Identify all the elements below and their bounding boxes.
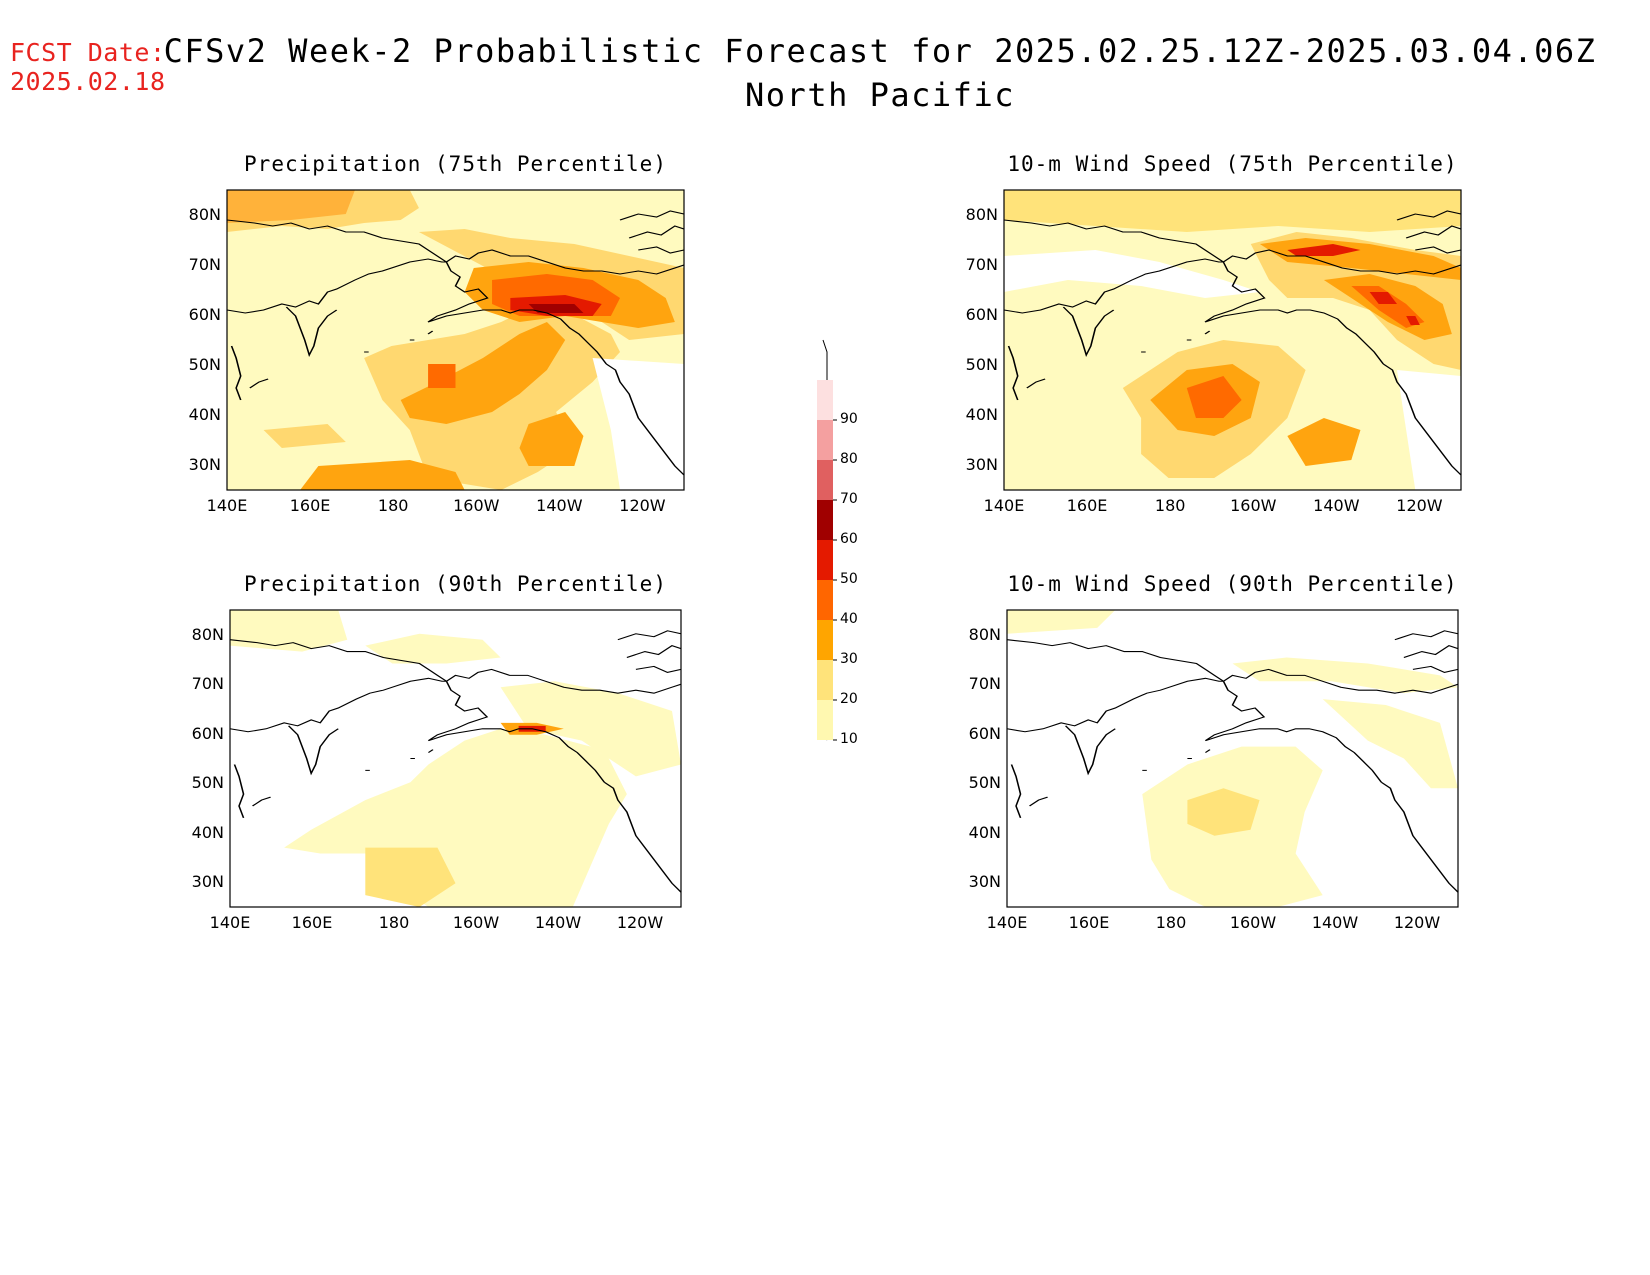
lon-tick-label: 180 xyxy=(1154,496,1186,515)
colorbar-level-label: 20 xyxy=(840,691,858,707)
colorbar-swatch xyxy=(817,660,833,700)
lat-tick-label: 80N xyxy=(968,624,1001,644)
panel-title-precip75: Precipitation (75th Percentile) xyxy=(244,152,667,176)
lat-tick-label: 50N xyxy=(191,773,224,793)
lon-tick-label: 160W xyxy=(1229,913,1277,932)
colorbar-swatch xyxy=(817,460,833,500)
lat-tick-label: 50N xyxy=(968,773,1001,793)
lon-tick-label: 160W xyxy=(1230,496,1277,515)
lat-tick-label: 30N xyxy=(188,455,221,474)
lon-tick-label: 120W xyxy=(619,496,666,515)
panel-title-precip90: Precipitation (90th Percentile) xyxy=(244,572,667,596)
wind75-frame xyxy=(1003,189,1462,491)
lon-tick-label: 140E xyxy=(209,913,251,932)
lon-tick-label: 140W xyxy=(1311,913,1359,932)
lat-tick-label: 50N xyxy=(188,355,221,374)
colorbar-swatch xyxy=(817,540,833,580)
colorbar-level-label: 10 xyxy=(840,731,858,747)
precip90-frame xyxy=(229,609,682,908)
lon-tick-label: 120W xyxy=(1393,913,1441,932)
colorbar-swatch xyxy=(817,620,833,660)
panel-title-wind90: 10-m Wind Speed (90th Percentile) xyxy=(1007,572,1458,596)
lat-tick-label: 80N xyxy=(188,205,221,224)
main-title: CFSv2 Week-2 Probabilistic Forecast for … xyxy=(163,32,1597,70)
lon-tick-label: 140E xyxy=(986,913,1028,932)
lat-tick-label: 30N xyxy=(191,872,224,892)
lat-tick-label: 30N xyxy=(965,455,998,474)
colorbar-swatch xyxy=(817,500,833,540)
forecast-date: FCST Date: 2025.02.18 xyxy=(10,38,166,96)
lon-tick-label: 160W xyxy=(453,496,500,515)
lon-tick-label: 140E xyxy=(983,496,1025,515)
lat-tick-label: 40N xyxy=(188,405,221,424)
wind90-shading xyxy=(1006,610,1459,907)
lat-tick-label: 70N xyxy=(191,674,224,694)
lat-tick-label: 80N xyxy=(965,205,998,224)
lat-tick-label: 60N xyxy=(191,723,224,743)
panel-wind90 xyxy=(1006,609,1459,908)
colorbar-swatch xyxy=(817,380,833,420)
lat-tick-label: 40N xyxy=(965,405,998,424)
lon-tick-label: 180 xyxy=(378,913,410,932)
colorbar-level-label: 50 xyxy=(840,571,858,587)
colorbar-level-label: 40 xyxy=(840,611,858,627)
lon-tick-label: 140W xyxy=(534,913,582,932)
colorbar-level-label: 30 xyxy=(840,651,858,667)
lon-tick-label: 120W xyxy=(616,913,664,932)
colorbar-level-label: 80 xyxy=(840,451,858,467)
lon-tick-label: 160E xyxy=(289,496,331,515)
lat-tick-label: 40N xyxy=(191,822,224,842)
lon-tick-label: 180 xyxy=(1155,913,1187,932)
colorbar-swatch xyxy=(817,700,833,740)
colorbar xyxy=(817,339,837,741)
lat-tick-label: 50N xyxy=(965,355,998,374)
precip75-frame xyxy=(226,189,685,491)
lat-tick-label: 60N xyxy=(965,305,998,324)
lon-tick-label: 160E xyxy=(1068,913,1110,932)
panel-wind75 xyxy=(1003,189,1462,491)
lon-tick-label: 160E xyxy=(291,913,333,932)
colorbar-swatch xyxy=(817,580,833,620)
lon-tick-label: 120W xyxy=(1396,496,1443,515)
lon-tick-label: 140W xyxy=(1313,496,1360,515)
lat-tick-label: 40N xyxy=(968,822,1001,842)
lat-tick-label: 60N xyxy=(968,723,1001,743)
lon-tick-label: 180 xyxy=(377,496,409,515)
panel-title-wind75: 10-m Wind Speed (75th Percentile) xyxy=(1007,152,1458,176)
lat-tick-label: 30N xyxy=(968,872,1001,892)
colorbar-level-label: 90 xyxy=(840,411,858,427)
lon-tick-label: 140E xyxy=(206,496,248,515)
lat-tick-label: 80N xyxy=(191,624,224,644)
colorbar-swatch xyxy=(817,420,833,460)
lon-tick-label: 160E xyxy=(1066,496,1108,515)
lon-tick-label: 160W xyxy=(452,913,500,932)
panel-precip75 xyxy=(226,189,685,491)
wind90-frame xyxy=(1006,609,1459,908)
colorbar-level-label: 70 xyxy=(840,491,858,507)
forecast-date-label: FCST Date: xyxy=(10,38,166,67)
lat-tick-label: 70N xyxy=(188,255,221,274)
wind75-shading xyxy=(1003,190,1462,490)
lat-tick-label: 70N xyxy=(968,674,1001,694)
panel-precip90 xyxy=(229,609,682,908)
lat-tick-label: 70N xyxy=(965,255,998,274)
colorbar-level-label: 60 xyxy=(840,531,858,547)
precip75-shading xyxy=(226,190,685,490)
lat-tick-label: 60N xyxy=(188,305,221,324)
lon-tick-label: 140W xyxy=(536,496,583,515)
forecast-date-value: 2025.02.18 xyxy=(10,67,166,96)
precip90-shading xyxy=(229,610,682,907)
region-title: North Pacific xyxy=(745,76,1015,114)
